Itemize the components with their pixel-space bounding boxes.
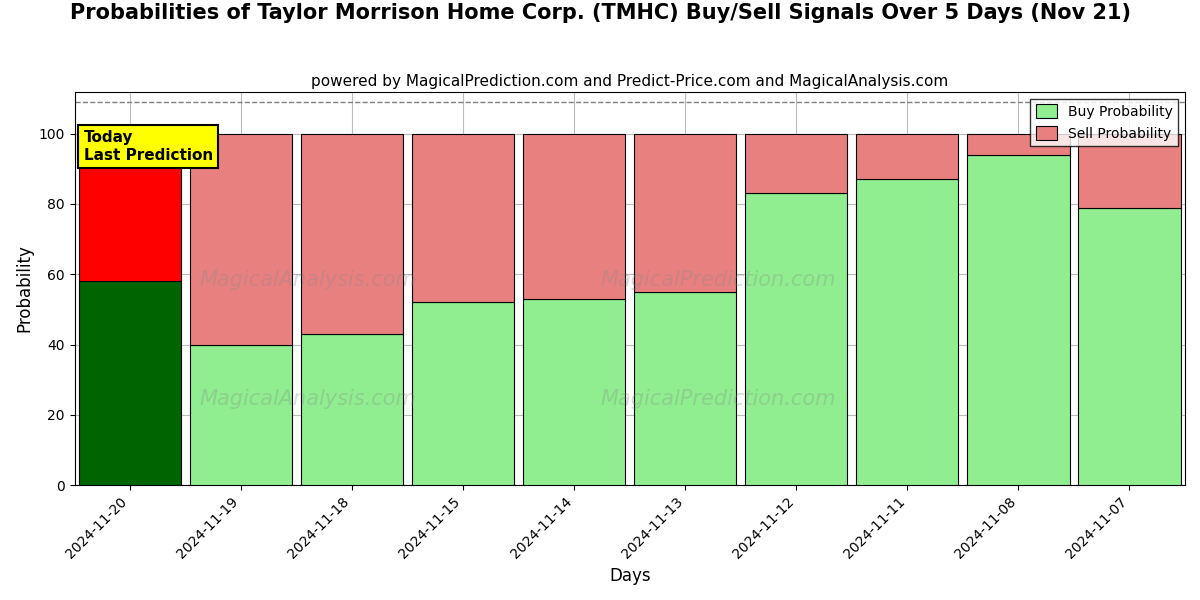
Bar [857, 179, 959, 485]
Bar [301, 334, 403, 485]
Bar [523, 299, 625, 485]
Bar [1079, 208, 1181, 485]
Bar [1079, 134, 1181, 208]
Text: Today
Last Prediction: Today Last Prediction [84, 130, 212, 163]
Text: MagicalPrediction.com: MagicalPrediction.com [601, 389, 836, 409]
Bar [967, 134, 1069, 155]
Bar [301, 134, 403, 334]
Bar [857, 134, 959, 179]
Bar [523, 134, 625, 299]
X-axis label: Days: Days [610, 567, 650, 585]
Bar [412, 302, 515, 485]
Bar [635, 134, 737, 292]
Legend: Buy Probability, Sell Probability: Buy Probability, Sell Probability [1030, 98, 1178, 146]
Bar [190, 344, 293, 485]
Bar [190, 134, 293, 344]
Bar [745, 134, 847, 193]
Title: powered by MagicalPrediction.com and Predict-Price.com and MagicalAnalysis.com: powered by MagicalPrediction.com and Pre… [311, 74, 948, 89]
Text: MagicalAnalysis.com: MagicalAnalysis.com [199, 271, 416, 290]
Bar [745, 193, 847, 485]
Bar [635, 292, 737, 485]
Bar [412, 134, 515, 302]
Bar [967, 155, 1069, 485]
Text: MagicalAnalysis.com: MagicalAnalysis.com [199, 389, 416, 409]
Text: MagicalPrediction.com: MagicalPrediction.com [601, 271, 836, 290]
Y-axis label: Probability: Probability [16, 244, 34, 332]
Text: Probabilities of Taylor Morrison Home Corp. (TMHC) Buy/Sell Signals Over 5 Days : Probabilities of Taylor Morrison Home Co… [70, 3, 1130, 23]
Bar [79, 281, 181, 485]
Bar [79, 134, 181, 281]
